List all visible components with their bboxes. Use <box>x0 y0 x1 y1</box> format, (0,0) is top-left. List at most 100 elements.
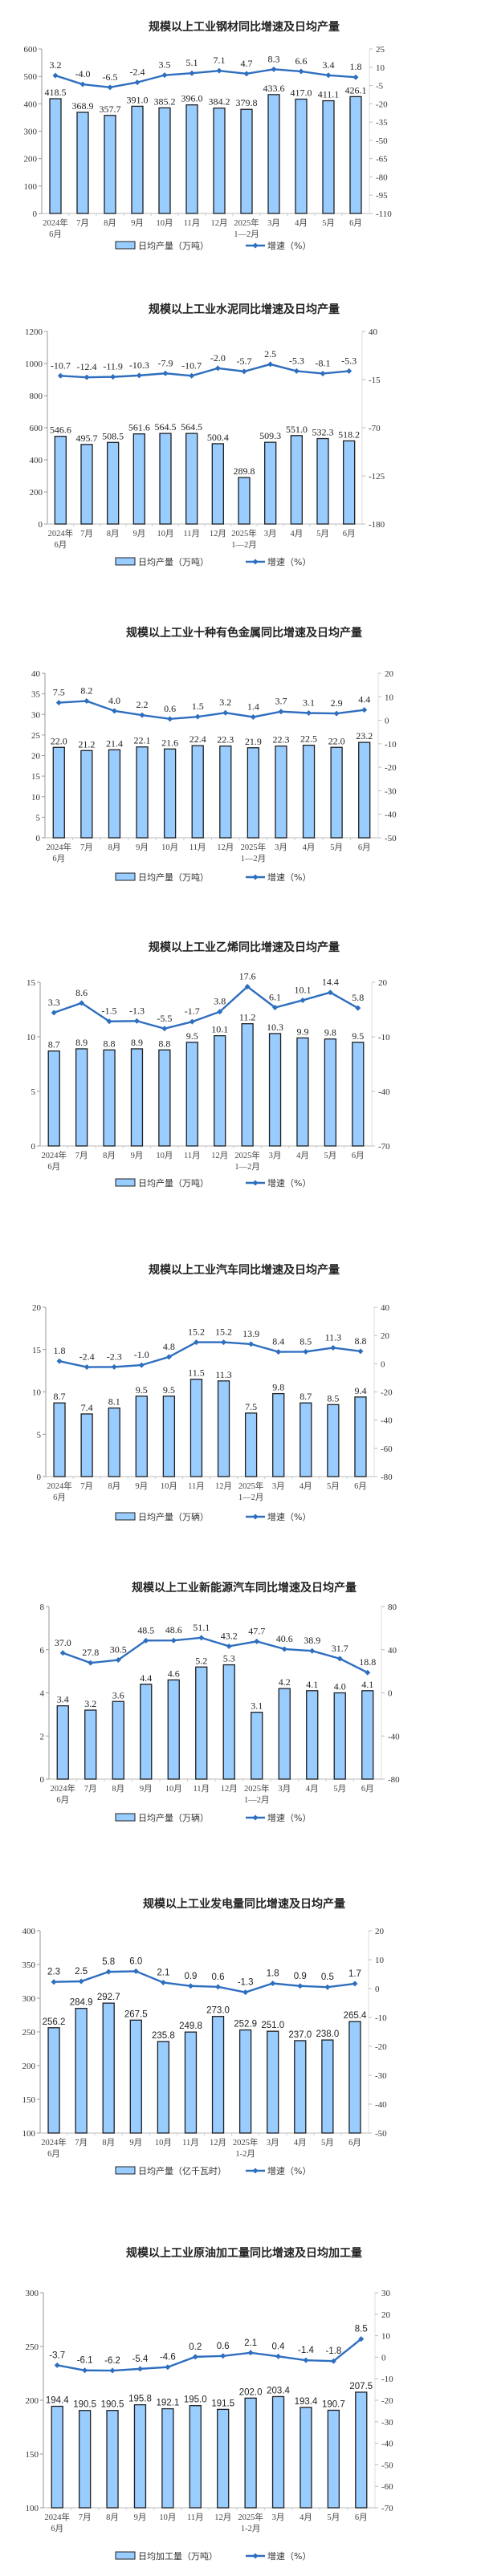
bar-value-label: 7.4 <box>81 1402 93 1413</box>
y-tick-label: 0 <box>33 209 38 219</box>
bar <box>185 433 198 525</box>
x-tick-label: 4月 <box>306 1784 319 1794</box>
x-tick-label-line: 7月 <box>84 1784 97 1794</box>
y-tick-label: 200 <box>30 488 43 498</box>
growth-value-label: 7.5 <box>53 687 65 698</box>
x-tick-label-line: 6月 <box>53 1493 66 1502</box>
x-tick-label: 8月 <box>104 218 116 228</box>
x-tick-label-line: 4月 <box>300 2513 312 2522</box>
bar <box>106 2410 119 2509</box>
x-tick-label-line: 6月 <box>49 230 62 239</box>
bar <box>132 433 145 525</box>
y2-tick-label: -65 <box>376 155 388 165</box>
x-tick-label: 3月 <box>272 1481 285 1491</box>
bar-value-label: 500.4 <box>207 432 229 443</box>
growth-marker <box>165 1354 172 1360</box>
growth-value-label: 3.2 <box>50 59 62 71</box>
growth-value-label: 3.3 <box>48 997 60 1008</box>
bar <box>290 435 303 525</box>
y2-tick-label: -70 <box>378 1142 390 1152</box>
bar <box>159 433 172 525</box>
bar <box>278 1688 291 1780</box>
growth-line <box>56 2338 362 2372</box>
bar <box>302 745 316 839</box>
x-tick-label-line: 2025年 <box>238 1481 264 1491</box>
y-tick-label: 5 <box>37 1430 42 1440</box>
bar-value-label: 9.5 <box>186 1030 198 1042</box>
growth-marker <box>336 1656 343 1662</box>
growth-marker <box>51 1979 57 1985</box>
x-tick-label: 10月 <box>156 1151 173 1160</box>
y2-tick-label: 0 <box>375 1985 380 1994</box>
growth-marker <box>275 1349 282 1355</box>
growth-value-label: 0.9 <box>184 1972 197 1981</box>
x-tick-label-line: 1—2月 <box>244 1795 270 1805</box>
y-tick-label: 20 <box>32 1303 42 1313</box>
bar <box>195 1666 208 1780</box>
x-tick-label-line: 12月 <box>211 1151 228 1160</box>
chart-nonferrous-metals: 规模以上工业十种有色金属同比增速及日均产量 0 5 10 15 20 25 30 35 40 -50… <box>31 626 397 883</box>
x-tick-label-line: 3月 <box>267 2138 279 2147</box>
growth-marker <box>267 361 274 368</box>
bar-value-label: 368.9 <box>72 100 94 112</box>
bar <box>136 746 149 839</box>
bar <box>238 477 251 525</box>
growth-marker <box>189 1018 195 1025</box>
y-tick-label: 1200 <box>25 327 43 337</box>
bar-value-label: 508.5 <box>102 430 124 441</box>
growth-marker <box>84 374 90 380</box>
growth-value-label: 31.7 <box>332 1643 348 1654</box>
growth-marker <box>300 997 306 1003</box>
x-tick-label-line: 7月 <box>80 843 93 852</box>
legend-bar-swatch <box>115 2166 136 2175</box>
x-tick-label-line: 12月 <box>214 2513 231 2522</box>
bar-value-label: 194.4 <box>46 2396 69 2406</box>
bar-value-label: 267.5 <box>124 2009 148 2019</box>
growth-line <box>60 363 349 379</box>
chart-title: 规模以上工业乙烯同比增速及日均产量 <box>149 941 340 954</box>
x-tick-label-line: 11月 <box>182 2138 199 2147</box>
y-tick-label: 400 <box>30 456 43 465</box>
x-tick-label-line: 10月 <box>155 2138 172 2147</box>
growth-value-label: -6.5 <box>103 71 118 83</box>
x-tick-label: 5月 <box>327 1481 340 1491</box>
x-tick-label-line: 1-2月 <box>241 2524 261 2533</box>
bar <box>167 1679 180 1780</box>
bar <box>75 2008 88 2134</box>
chart-title: 规模以上工业汽车同比增速及日均产量 <box>149 1263 340 1277</box>
x-tick-label: 12月 <box>215 1481 232 1491</box>
bar-value-label: 7.5 <box>245 1401 257 1412</box>
growth-value-label: 1.8 <box>350 61 362 72</box>
x-tick-label-line: 8月 <box>107 529 120 538</box>
x-tick-label: 10月 <box>157 529 174 538</box>
growth-marker <box>298 68 304 75</box>
x-tick-label-line: 2025年 <box>244 1783 270 1794</box>
x-tick-label: 12月 <box>217 843 234 852</box>
x-tick-label-line: 7月 <box>76 218 89 228</box>
growth-marker <box>244 983 251 989</box>
y-tick-label: 500 <box>24 72 38 82</box>
x-tick-label: 6月 <box>355 2513 368 2522</box>
growth-value-label: 47.7 <box>248 1625 265 1636</box>
y2-tick-label: -50 <box>376 136 388 146</box>
growth-value-label: 30.5 <box>110 1644 127 1656</box>
growth-marker <box>303 1348 309 1355</box>
growth-marker <box>110 374 116 380</box>
x-tick-label-line: 5月 <box>324 1151 337 1160</box>
x-tick-label-line: 9月 <box>136 843 149 852</box>
growth-value-label: -5.4 <box>132 2355 149 2364</box>
chart-steel: 规模以上工业钢材同比增速及日均产量 0 100 200 300 400 500 600 -110… <box>24 20 393 251</box>
bar <box>241 1023 254 1147</box>
y-tick-label: 100 <box>26 2504 39 2513</box>
y2-tick-label: -20 <box>376 100 388 109</box>
y2-tick-label: 20 <box>385 669 394 679</box>
growth-line <box>54 1970 356 1993</box>
y-tick-label: 10 <box>26 1033 36 1042</box>
x-tick-label: 2025年 1—2月 <box>244 1783 270 1805</box>
y2-tick-label: 30 <box>381 2289 391 2298</box>
x-tick-label: 2025年 1-2月 <box>238 2512 263 2533</box>
bar-value-label: 5.2 <box>195 1655 207 1666</box>
growth-marker <box>189 70 195 76</box>
x-tick-label: 8月 <box>107 529 120 538</box>
growth-value-label: 8.5 <box>355 2325 368 2334</box>
